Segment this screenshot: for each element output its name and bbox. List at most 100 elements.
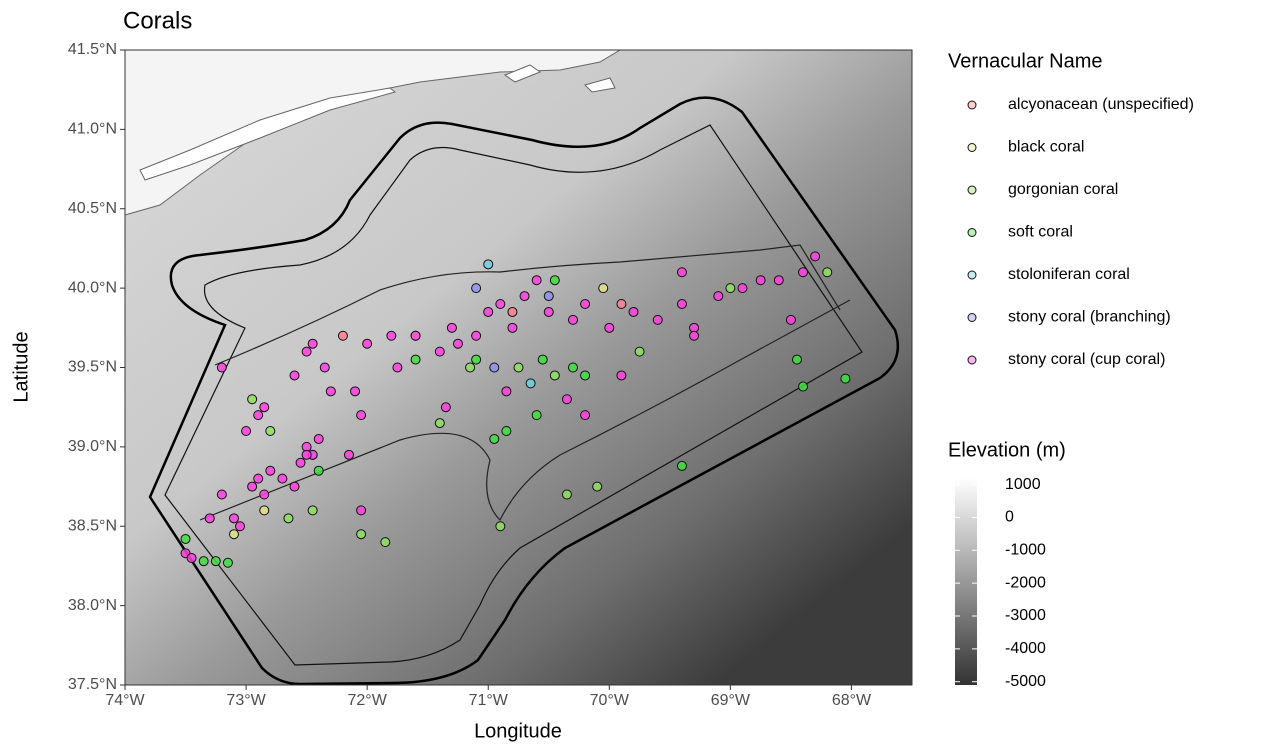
legend-symbol bbox=[968, 271, 976, 279]
colorbar-title: Elevation (m) bbox=[948, 439, 1066, 461]
coral-point bbox=[260, 506, 269, 515]
coral-point bbox=[550, 276, 559, 285]
legend-label: alcyonacean (unspecified) bbox=[1008, 96, 1194, 113]
coral-point bbox=[568, 363, 577, 372]
legend-symbol bbox=[968, 101, 976, 109]
y-tick-label: 41.5°N bbox=[68, 41, 117, 58]
colorbar-label: -3000 bbox=[1005, 607, 1046, 624]
coral-point bbox=[593, 482, 602, 491]
coral-point bbox=[363, 339, 372, 348]
coral-point bbox=[526, 379, 535, 388]
coral-point bbox=[617, 371, 626, 380]
coral-point bbox=[496, 300, 505, 309]
coral-point bbox=[562, 395, 571, 404]
coral-point bbox=[635, 347, 644, 356]
coral-point bbox=[677, 268, 686, 277]
coral-point bbox=[841, 374, 850, 383]
y-tick-label: 39.0°N bbox=[68, 438, 117, 455]
coral-point bbox=[544, 307, 553, 316]
coral-point bbox=[326, 387, 335, 396]
legend-label: soft coral bbox=[1008, 224, 1073, 241]
coral-point bbox=[229, 530, 238, 539]
legend-symbol bbox=[968, 186, 976, 194]
coral-point bbox=[411, 355, 420, 364]
coral-point bbox=[714, 292, 723, 301]
y-tick-label: 38.5°N bbox=[68, 517, 117, 534]
coral-point bbox=[308, 339, 317, 348]
coral-point bbox=[581, 300, 590, 309]
coral-point bbox=[484, 260, 493, 269]
chart-title: Corals bbox=[123, 7, 192, 34]
coral-point bbox=[266, 466, 275, 475]
coral-point bbox=[290, 371, 299, 380]
x-tick-label: 74°W bbox=[105, 692, 145, 709]
coral-point bbox=[387, 331, 396, 340]
coral-point bbox=[357, 506, 366, 515]
legend-label: black coral bbox=[1008, 139, 1084, 156]
coral-point bbox=[677, 300, 686, 309]
coral-point bbox=[502, 427, 511, 436]
coral-point bbox=[296, 458, 305, 467]
colorbar-label: 0 bbox=[1005, 509, 1014, 526]
legend-title: Vernacular Name bbox=[948, 50, 1103, 72]
coral-point bbox=[599, 284, 608, 293]
coral-point bbox=[756, 276, 765, 285]
coral-point bbox=[381, 538, 390, 547]
coral-point bbox=[314, 466, 323, 475]
legend-symbol bbox=[968, 356, 976, 364]
coral-point bbox=[302, 450, 311, 459]
y-tick-label: 41.0°N bbox=[68, 121, 117, 138]
coral-point bbox=[284, 514, 293, 523]
coral-point bbox=[344, 450, 353, 459]
coral-point bbox=[520, 292, 529, 301]
legend-symbol bbox=[968, 144, 976, 152]
x-axis-title: Longitude bbox=[474, 720, 562, 742]
coral-point bbox=[653, 315, 662, 324]
y-tick-label: 39.5°N bbox=[68, 359, 117, 376]
chart: Corals Longitude Latitude Vernacular Nam… bbox=[0, 0, 1262, 747]
coral-point bbox=[217, 490, 226, 499]
coral-point bbox=[538, 355, 547, 364]
x-tick-label: 70°W bbox=[590, 692, 630, 709]
coral-point bbox=[302, 347, 311, 356]
coral-point bbox=[726, 284, 735, 293]
x-tick-label: 69°W bbox=[711, 692, 751, 709]
coral-point bbox=[490, 363, 499, 372]
coral-point bbox=[617, 300, 626, 309]
coral-point bbox=[508, 323, 517, 332]
coral-point bbox=[236, 522, 245, 531]
coral-point bbox=[223, 558, 232, 567]
coral-point bbox=[532, 276, 541, 285]
coral-point bbox=[181, 534, 190, 543]
coral-point bbox=[411, 331, 420, 340]
coral-point bbox=[254, 411, 263, 420]
coral-point bbox=[490, 434, 499, 443]
coral-point bbox=[532, 411, 541, 420]
coral-point bbox=[550, 371, 559, 380]
coral-point bbox=[260, 490, 269, 499]
coral-point bbox=[248, 395, 257, 404]
coral-point bbox=[786, 315, 795, 324]
colorbar-label: 1000 bbox=[1005, 476, 1041, 493]
coral-point bbox=[229, 514, 238, 523]
coral-point bbox=[544, 292, 553, 301]
coral-point bbox=[629, 307, 638, 316]
colorbar bbox=[955, 478, 977, 685]
coral-point bbox=[435, 347, 444, 356]
coral-point bbox=[320, 363, 329, 372]
colorbar-label: -2000 bbox=[1005, 574, 1046, 591]
x-tick-label: 71°W bbox=[469, 692, 509, 709]
legend-label: stony coral (branching) bbox=[1008, 309, 1171, 326]
coral-point bbox=[441, 403, 450, 412]
coral-point bbox=[605, 323, 614, 332]
legend-label: stoloniferan coral bbox=[1008, 266, 1130, 283]
coral-point bbox=[260, 403, 269, 412]
legend-symbol bbox=[968, 314, 976, 322]
coral-point bbox=[799, 382, 808, 391]
coral-point bbox=[472, 355, 481, 364]
coral-point bbox=[242, 427, 251, 436]
y-tick-label: 40.0°N bbox=[68, 279, 117, 296]
coral-point bbox=[677, 461, 686, 470]
y-tick-label: 37.5°N bbox=[68, 676, 117, 693]
coral-point bbox=[393, 363, 402, 372]
